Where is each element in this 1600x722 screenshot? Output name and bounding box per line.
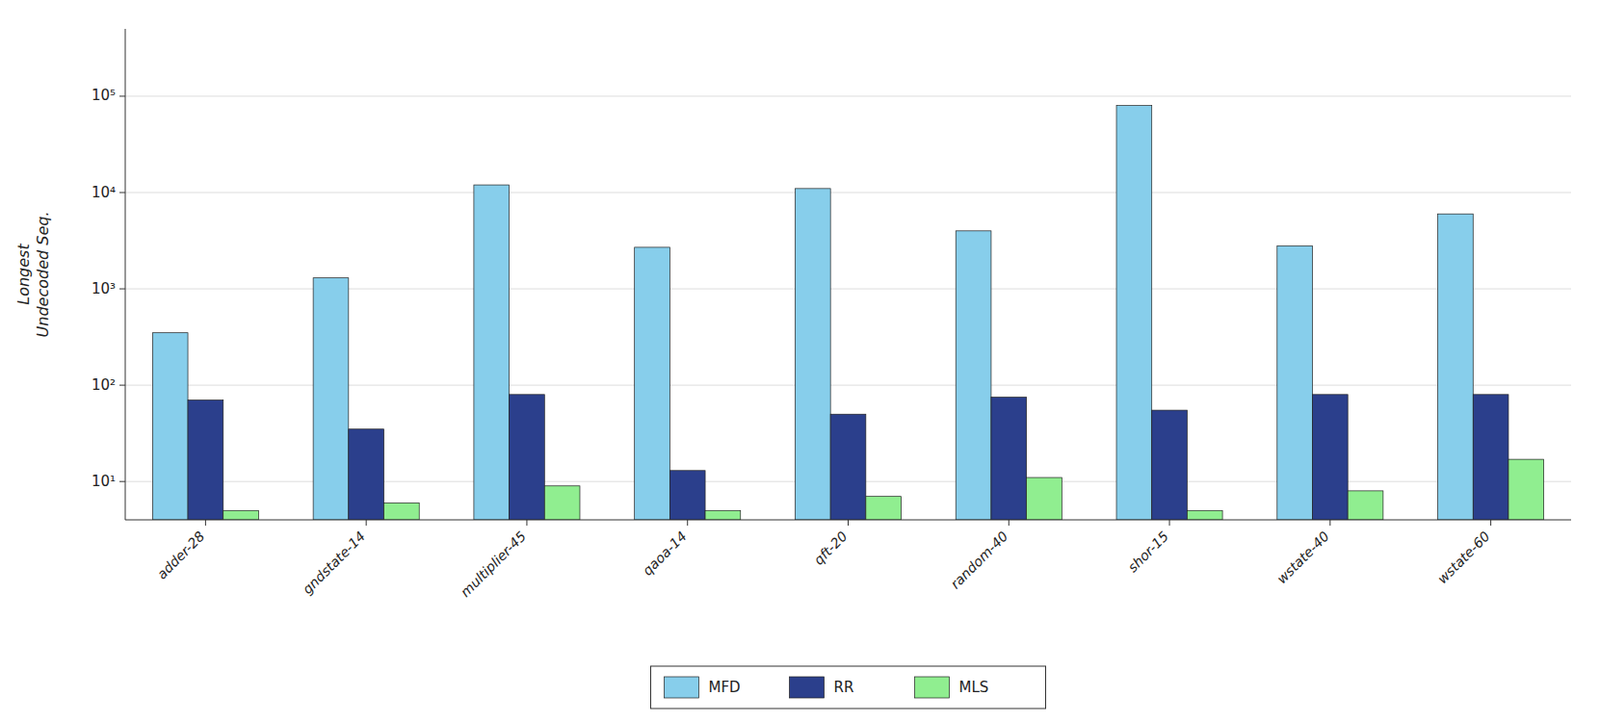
grid-line bbox=[125, 192, 1572, 194]
bar bbox=[955, 231, 992, 521]
bar bbox=[1472, 394, 1509, 521]
bar bbox=[634, 247, 671, 521]
y-tick-label: 10² bbox=[91, 376, 116, 394]
bar bbox=[544, 486, 580, 521]
x-tick-label: gndstate-14 bbox=[299, 528, 368, 598]
bar bbox=[473, 184, 510, 521]
x-tick bbox=[1008, 520, 1010, 526]
y-tick-label: 10¹ bbox=[91, 472, 116, 491]
bar bbox=[313, 278, 349, 521]
y-axis-label: LongestUndecoded Seq. bbox=[14, 211, 53, 339]
bar bbox=[865, 497, 902, 521]
bar bbox=[669, 471, 706, 521]
x-tick bbox=[525, 520, 527, 526]
bar bbox=[187, 400, 224, 521]
x-tick-label: multiplier-45 bbox=[457, 528, 529, 601]
bar bbox=[705, 510, 741, 521]
x-tick-label: qft-20 bbox=[810, 528, 850, 569]
bar bbox=[348, 429, 385, 521]
legend-frame bbox=[651, 666, 1047, 709]
y-tick bbox=[119, 385, 126, 387]
x-tick bbox=[1490, 520, 1492, 526]
bar bbox=[509, 394, 546, 521]
bar bbox=[223, 510, 260, 521]
x-tick bbox=[847, 520, 849, 526]
legend-label: MLS bbox=[959, 679, 990, 697]
legend: MFD RR MLS bbox=[651, 666, 1047, 709]
bar bbox=[1277, 245, 1313, 521]
bar bbox=[1026, 477, 1063, 521]
y-tick bbox=[119, 192, 126, 194]
bar bbox=[152, 333, 188, 521]
bar bbox=[991, 397, 1027, 521]
bar bbox=[1152, 410, 1188, 521]
legend-swatch bbox=[664, 677, 700, 699]
grid-line bbox=[125, 95, 1572, 97]
bar bbox=[1186, 510, 1223, 521]
legend-label: RR bbox=[834, 679, 855, 697]
bar bbox=[1311, 394, 1348, 521]
x-tick bbox=[1169, 520, 1171, 526]
bars bbox=[152, 105, 1544, 521]
bar bbox=[1347, 491, 1384, 521]
x-tick bbox=[205, 520, 207, 526]
y-tick bbox=[119, 481, 126, 483]
bar bbox=[830, 414, 866, 521]
y-tick bbox=[119, 288, 126, 290]
x-tick-label: wstate-60 bbox=[1434, 528, 1494, 588]
y-tick-label: 10⁵ bbox=[91, 86, 116, 105]
x-tick-label: qaoa-14 bbox=[639, 528, 690, 579]
y-tick bbox=[119, 95, 126, 97]
y-axis bbox=[125, 28, 127, 521]
x-tick bbox=[366, 520, 368, 526]
bar bbox=[1116, 105, 1153, 521]
x-tick-label: shor-15 bbox=[1125, 528, 1173, 577]
chart: 10¹ 10² 10³ 10⁴ 10⁵ adder-28 gndstate-14 multip… bbox=[0, 0, 1600, 722]
legend-swatch bbox=[789, 677, 825, 699]
y-tick-label: 10⁴ bbox=[91, 183, 116, 202]
x-tick bbox=[686, 520, 688, 526]
x-tick-label: random-40 bbox=[947, 528, 1012, 593]
x-tick-label: adder-28 bbox=[154, 528, 209, 583]
x-tick-label: wstate-40 bbox=[1273, 528, 1333, 588]
bar bbox=[1508, 459, 1545, 521]
bar bbox=[794, 188, 831, 521]
x-tick bbox=[1329, 520, 1331, 526]
legend-label: MFD bbox=[708, 679, 741, 697]
y-tick-label: 10³ bbox=[91, 280, 116, 298]
bar bbox=[1438, 213, 1474, 521]
legend-swatch bbox=[915, 677, 950, 699]
bar bbox=[384, 502, 420, 521]
